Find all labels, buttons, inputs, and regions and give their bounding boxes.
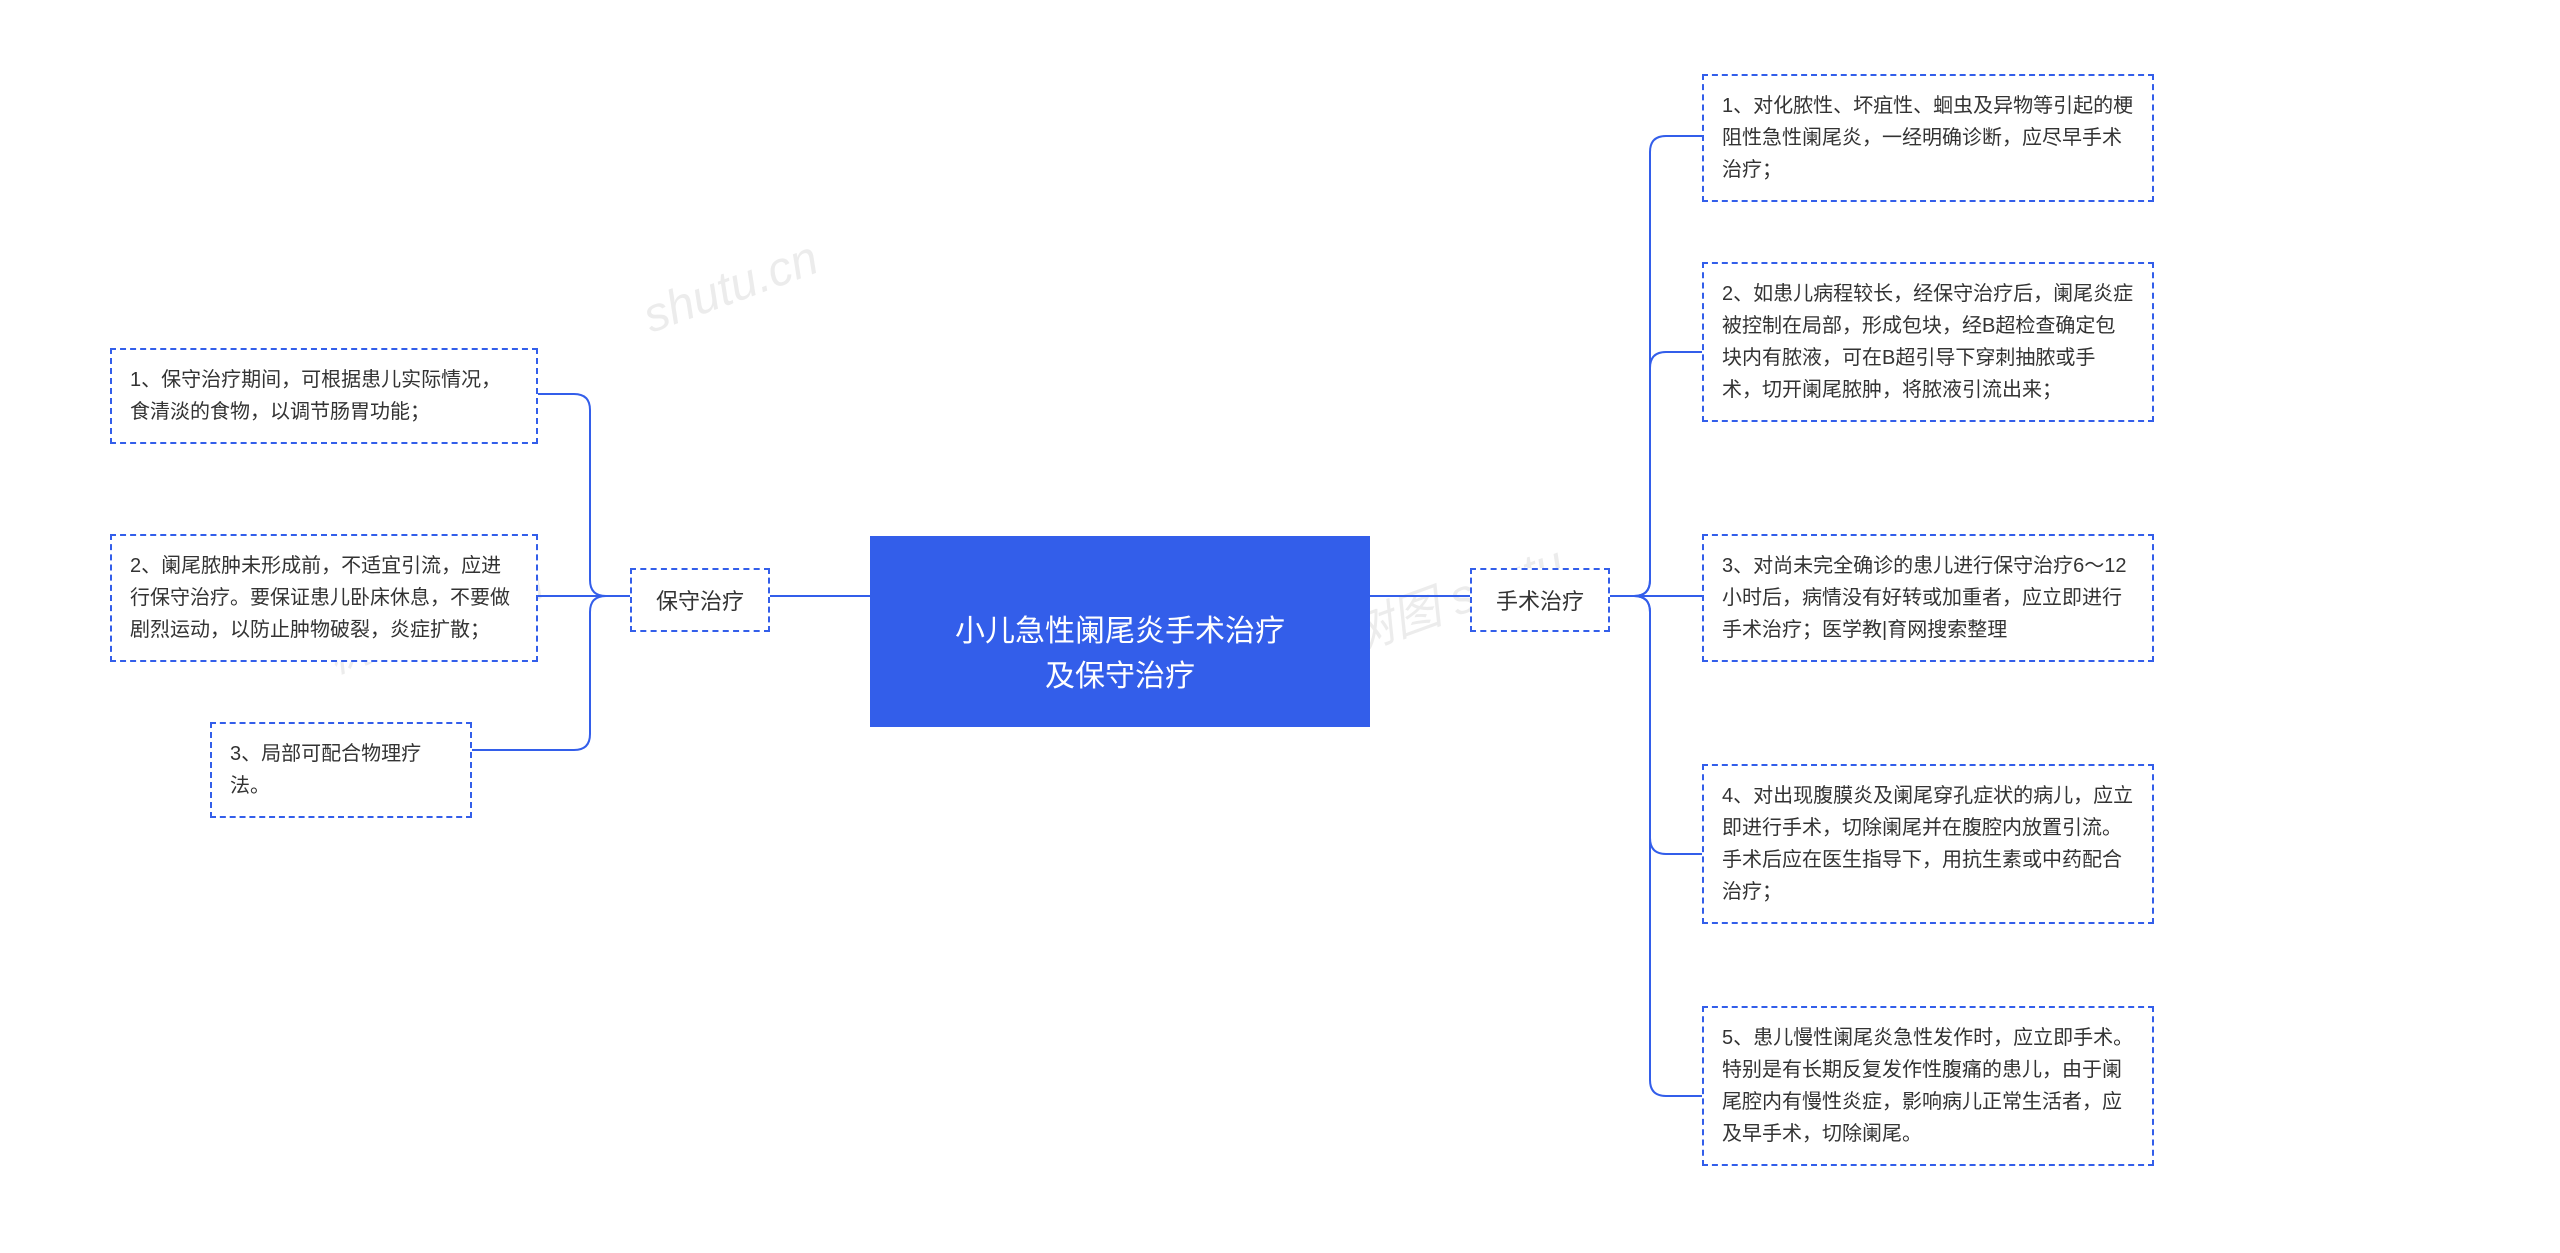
right-branch-node: 手术治疗 — [1470, 568, 1610, 632]
center-node: 小儿急性阑尾炎手术治疗 及保守治疗 — [870, 536, 1370, 727]
left-branch-label: 保守治疗 — [656, 589, 744, 614]
right-leaf-4-text: 4、对出现腹膜炎及阑尾穿孔症状的病儿，应立即进行手术，切除阑尾并在腹腔内放置引流… — [1722, 785, 2133, 903]
left-leaf-1-text: 1、保守治疗期间，可根据患儿实际情况，食清淡的食物，以调节肠胃功能； — [130, 369, 501, 423]
right-leaf-3-text: 3、对尚未完全确诊的患儿进行保守治疗6～12小时后，病情没有好转或加重者，应立即… — [1722, 555, 2127, 641]
left-branch-node: 保守治疗 — [630, 568, 770, 632]
mindmap-canvas: shutu.cn 树图 shutu 树图 shutu 小儿急性阑尾炎手术治疗 及… — [0, 0, 2560, 1253]
right-leaf-4: 4、对出现腹膜炎及阑尾穿孔症状的病儿，应立即进行手术，切除阑尾并在腹腔内放置引流… — [1702, 764, 2154, 924]
right-leaf-2-text: 2、如患儿病程较长，经保守治疗后，阑尾炎症被控制在局部，形成包块，经B超检查确定… — [1722, 283, 2133, 401]
right-leaf-5: 5、患儿慢性阑尾炎急性发作时，应立即手术。特别是有长期反复发作性腹痛的患儿，由于… — [1702, 1006, 2154, 1166]
right-leaf-2: 2、如患儿病程较长，经保守治疗后，阑尾炎症被控制在局部，形成包块，经B超检查确定… — [1702, 262, 2154, 422]
watermark: shutu.cn — [636, 231, 825, 345]
right-leaf-1: 1、对化脓性、坏疽性、蛔虫及异物等引起的梗阻性急性阑尾炎，一经明确诊断，应尽早手… — [1702, 74, 2154, 202]
left-leaf-2: 2、阑尾脓肿未形成前，不适宜引流，应进行保守治疗。要保证患儿卧床休息，不要做剧烈… — [110, 534, 538, 662]
left-leaf-2-text: 2、阑尾脓肿未形成前，不适宜引流，应进行保守治疗。要保证患儿卧床休息，不要做剧烈… — [130, 555, 510, 641]
left-leaf-3: 3、局部可配合物理疗法。 — [210, 722, 472, 818]
left-leaf-3-text: 3、局部可配合物理疗法。 — [230, 743, 421, 797]
right-leaf-5-text: 5、患儿慢性阑尾炎急性发作时，应立即手术。特别是有长期反复发作性腹痛的患儿，由于… — [1722, 1027, 2133, 1145]
right-leaf-1-text: 1、对化脓性、坏疽性、蛔虫及异物等引起的梗阻性急性阑尾炎，一经明确诊断，应尽早手… — [1722, 95, 2133, 181]
right-branch-label: 手术治疗 — [1496, 589, 1584, 614]
left-leaf-1: 1、保守治疗期间，可根据患儿实际情况，食清淡的食物，以调节肠胃功能； — [110, 348, 538, 444]
center-text: 小儿急性阑尾炎手术治疗 及保守治疗 — [955, 615, 1285, 693]
right-leaf-3: 3、对尚未完全确诊的患儿进行保守治疗6～12小时后，病情没有好转或加重者，应立即… — [1702, 534, 2154, 662]
